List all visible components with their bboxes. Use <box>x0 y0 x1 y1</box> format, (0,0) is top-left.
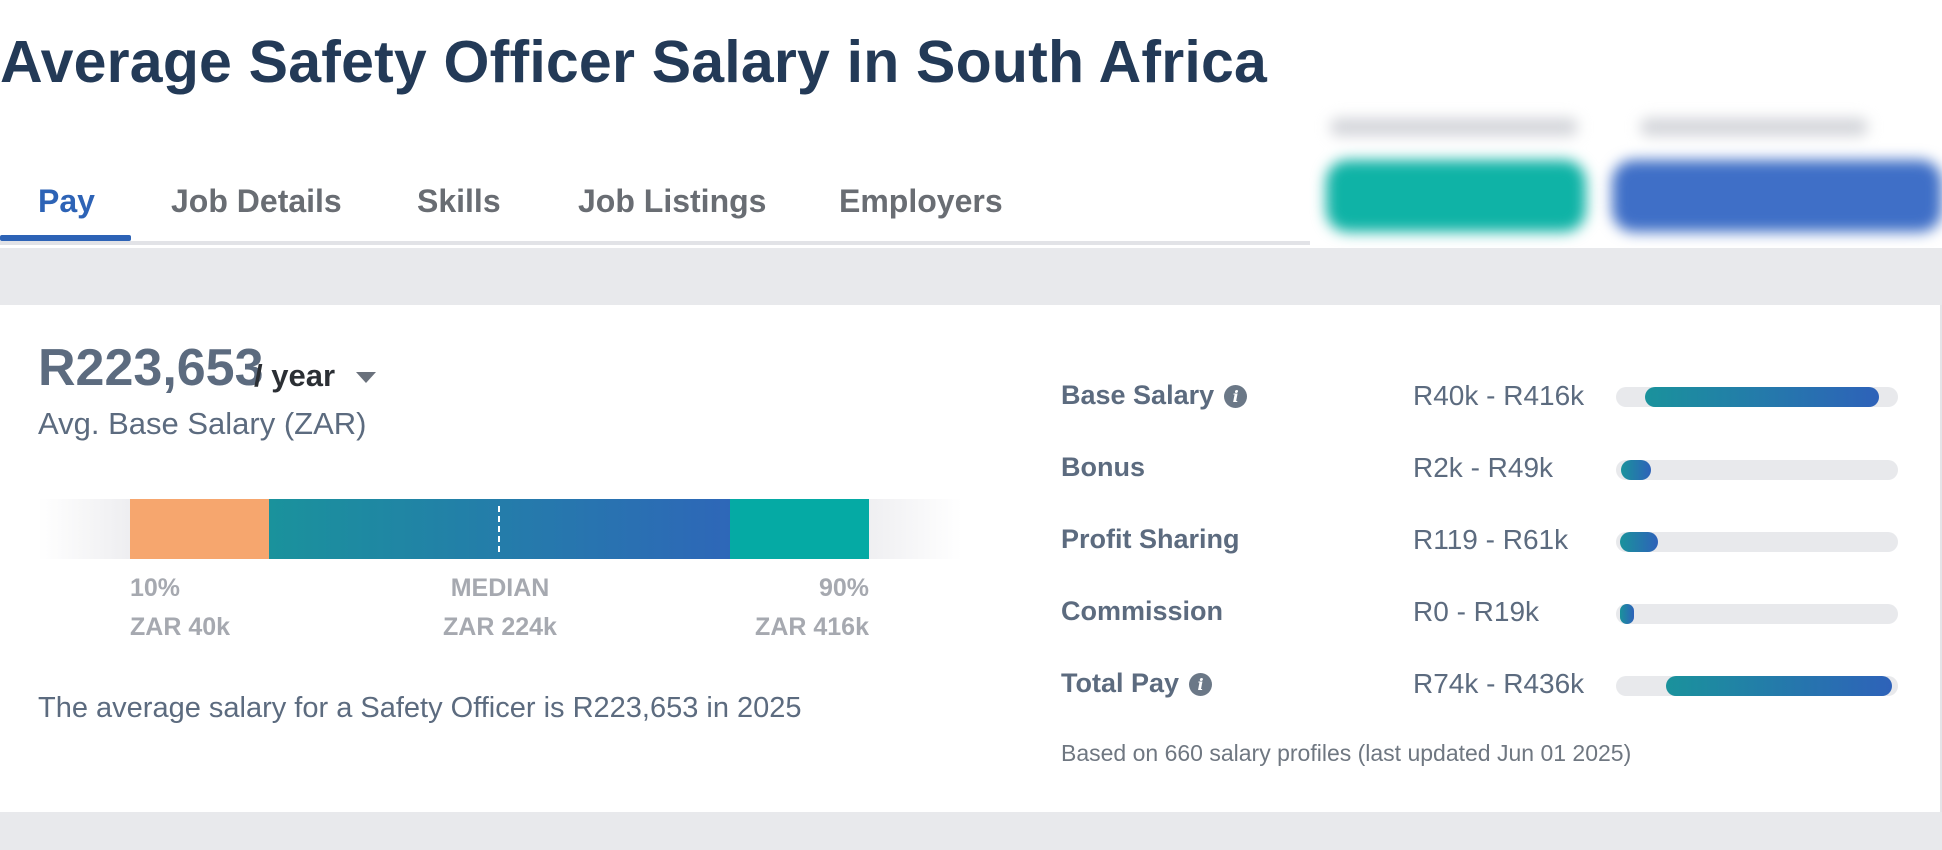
comp-bar-total-pay <box>1616 676 1898 696</box>
page-title: Average Safety Officer Salary in South A… <box>0 29 1268 95</box>
comp-bar-profit-sharing <box>1616 532 1898 552</box>
comp-bar-fill <box>1620 604 1634 624</box>
median-value: ZAR 224k <box>443 613 557 641</box>
median-marker <box>498 506 500 552</box>
blurred-cta-caption <box>1330 118 1578 136</box>
page-bottom-band <box>0 812 1942 850</box>
p90-value: ZAR 416k <box>755 613 869 641</box>
comp-range-bonus: R2k - R49k <box>1413 452 1554 483</box>
salary-summary-text: The average salary for a Safety Officer … <box>38 692 802 724</box>
section-separator <box>0 248 1942 305</box>
comp-label-total-pay: Total Pay i <box>1061 668 1213 699</box>
blurred-cta-group <box>1310 104 1942 248</box>
average-salary-label: Avg. Base Salary (ZAR) <box>38 406 367 441</box>
tab-employers[interactable]: Employers <box>839 183 1003 219</box>
blurred-cta-caption <box>1640 118 1868 136</box>
comp-range-total-pay: R74k - R436k <box>1413 668 1585 699</box>
comp-label-base-salary: Base Salary i <box>1061 380 1248 411</box>
comp-label-text: Profit Sharing <box>1061 524 1240 554</box>
p90-label: 90% <box>818 574 869 602</box>
comp-bar-commission <box>1616 604 1898 624</box>
active-tab-indicator <box>0 235 131 241</box>
comp-bar-bonus <box>1616 460 1898 480</box>
average-salary-value: R223,653 <box>38 339 264 397</box>
comp-label-commission: Commission <box>1061 596 1223 627</box>
comp-range-commission: R0 - R19k <box>1413 596 1540 627</box>
info-icon[interactable]: i <box>1189 673 1213 696</box>
tab-job-details[interactable]: Job Details <box>171 183 342 219</box>
tab-skills[interactable]: Skills <box>417 183 501 219</box>
comp-label-text: Base Salary <box>1061 380 1215 410</box>
comp-bar-fill <box>1621 460 1651 480</box>
comp-bar-fill <box>1666 676 1892 696</box>
tab-divider <box>0 241 1310 245</box>
comp-label-text: Commission <box>1061 596 1224 626</box>
salary-period[interactable]: / year <box>254 358 336 393</box>
tab-job-listings[interactable]: Job Listings <box>578 183 767 219</box>
comp-bar-base-salary <box>1616 387 1898 407</box>
comp-label-text: Bonus <box>1061 452 1145 482</box>
p10-value: ZAR 40k <box>130 613 231 641</box>
comp-range-base-salary: R40k - R416k <box>1413 380 1585 411</box>
range-segment-high <box>730 499 869 559</box>
tab-pay[interactable]: Pay <box>38 183 95 219</box>
range-segment-low <box>130 499 269 559</box>
comp-range-profit-sharing: R119 - R61k <box>1413 524 1569 555</box>
median-label: MEDIAN <box>450 574 550 602</box>
blurred-cta-button[interactable] <box>1612 160 1942 232</box>
page-header: Average Safety Officer Salary in South A… <box>0 0 1942 248</box>
comp-bar-fill <box>1620 532 1658 552</box>
blurred-cta-button[interactable] <box>1326 160 1586 232</box>
comp-label-bonus: Bonus <box>1061 452 1145 483</box>
comp-label-text: Total Pay <box>1061 668 1180 698</box>
p10-label: 10% <box>130 574 181 602</box>
comp-bar-fill <box>1644 387 1880 407</box>
info-icon[interactable]: i <box>1224 385 1248 408</box>
chevron-down-icon[interactable] <box>356 372 376 383</box>
salary-profiles-note: Based on 660 salary profiles (last updat… <box>1061 740 1632 766</box>
comp-label-profit-sharing: Profit Sharing <box>1061 524 1240 555</box>
